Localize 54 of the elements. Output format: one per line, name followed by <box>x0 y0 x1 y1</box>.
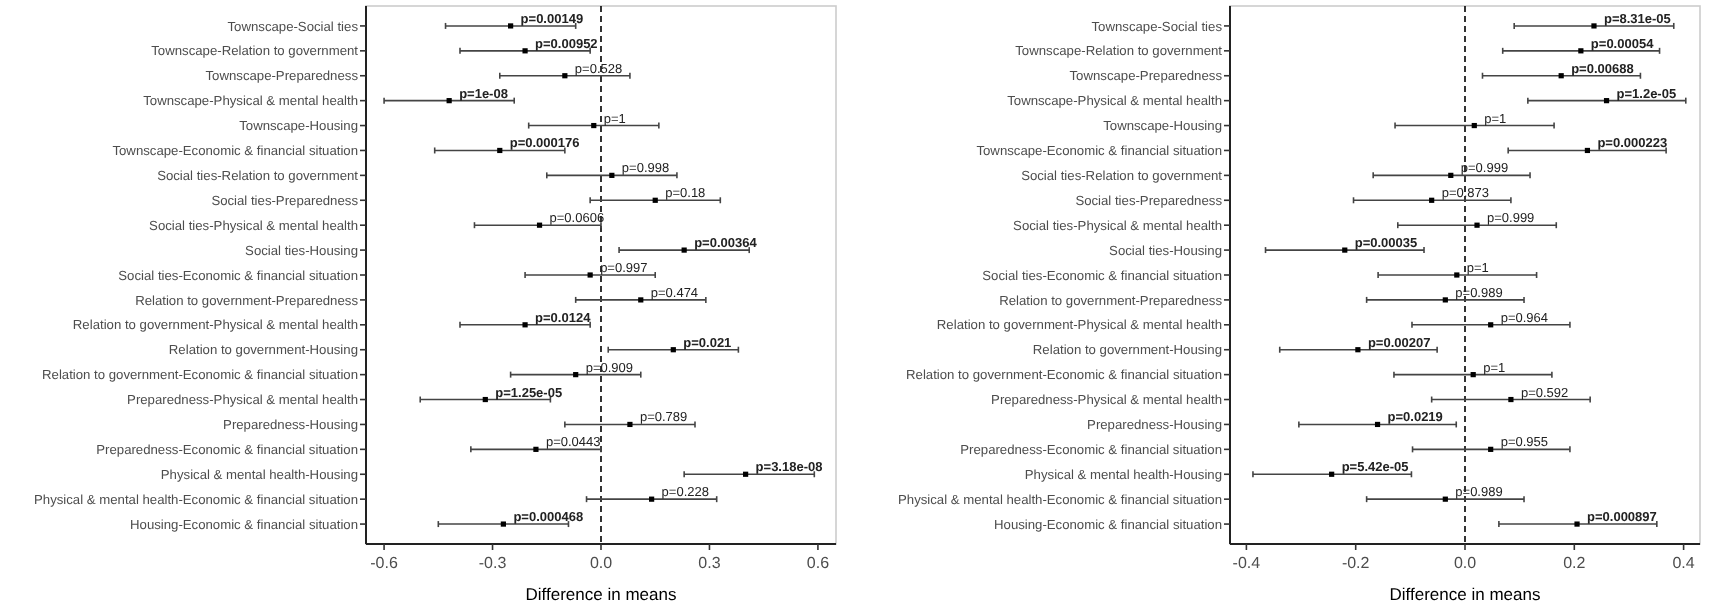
point <box>1448 172 1454 178</box>
x-tick-label: 0.0 <box>589 554 614 572</box>
point <box>1578 48 1584 54</box>
point <box>591 122 597 129</box>
point <box>1574 521 1580 527</box>
x-tick-label: -0.4 <box>1232 554 1262 572</box>
point <box>627 421 633 428</box>
point <box>670 347 676 353</box>
point <box>1454 272 1460 278</box>
x-tick-label: 0.3 <box>698 554 722 572</box>
point <box>743 471 749 477</box>
point <box>1374 421 1381 428</box>
point <box>1508 396 1514 403</box>
point <box>1429 197 1435 203</box>
point <box>482 396 488 403</box>
point <box>1470 372 1476 378</box>
point <box>536 222 543 228</box>
x-tick-label: -0.6 <box>370 554 399 572</box>
point <box>681 247 687 253</box>
point <box>1488 446 1494 452</box>
point <box>587 272 593 278</box>
point <box>1355 347 1361 353</box>
point <box>1474 222 1480 228</box>
point <box>1558 73 1564 79</box>
point <box>522 322 528 328</box>
x-axis-title: Difference in means <box>525 584 677 604</box>
point <box>609 172 615 178</box>
x-tick-label: 0.0 <box>1453 554 1478 572</box>
x-tick-label: 0.4 <box>1672 554 1696 572</box>
point <box>1471 122 1477 129</box>
x-tick-label: 0.2 <box>1563 554 1587 572</box>
point <box>508 23 514 29</box>
point <box>573 372 579 378</box>
point <box>1488 322 1494 328</box>
point <box>500 521 506 527</box>
x-tick-label: -0.3 <box>478 554 508 572</box>
point <box>446 98 452 104</box>
point <box>533 446 539 452</box>
x-tick-label: 0.6 <box>806 554 831 572</box>
point <box>1342 247 1348 253</box>
point <box>1442 496 1448 502</box>
point <box>1329 471 1335 477</box>
point <box>1591 23 1597 29</box>
point <box>652 197 658 203</box>
point <box>649 496 655 502</box>
point <box>1603 98 1610 104</box>
point <box>638 297 644 303</box>
point <box>562 73 568 79</box>
x-axis-title: Difference in means <box>1389 584 1541 604</box>
point <box>522 48 528 54</box>
point <box>1584 147 1591 154</box>
point <box>1442 297 1448 303</box>
point <box>497 147 503 154</box>
x-tick-label: -0.2 <box>1341 554 1371 572</box>
